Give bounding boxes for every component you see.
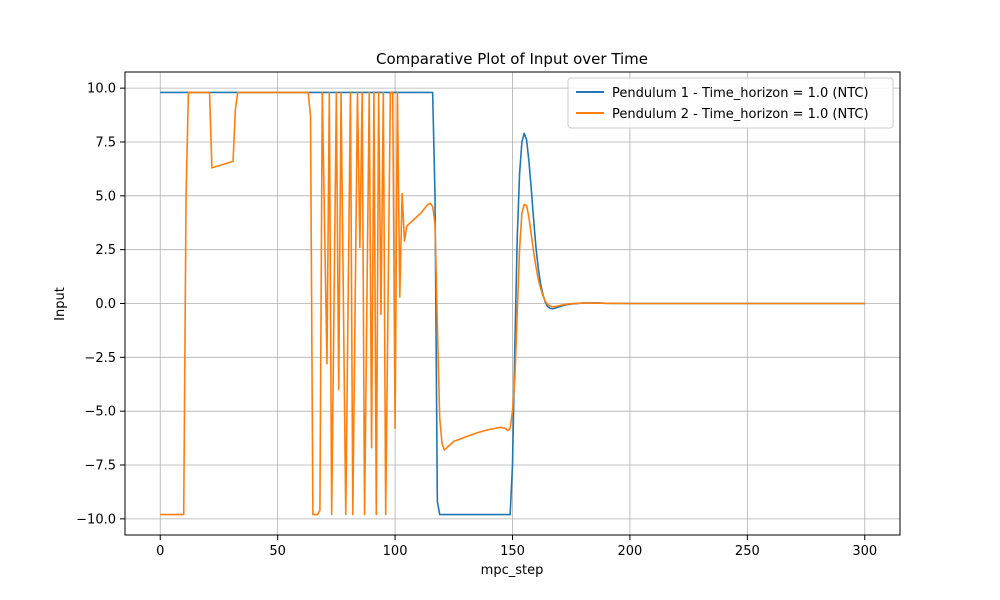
y-tick-label: 5.0	[95, 189, 116, 204]
legend-label-pendulum-2: Pendulum 2 - Time_horizon = 1.0 (NTC)	[612, 107, 869, 122]
x-axis-ticks: 0 50 100 150 200 250 300	[156, 535, 877, 559]
y-tick-label: 10.0	[87, 82, 116, 97]
series-lines	[160, 91, 865, 516]
x-tick-label: 250	[735, 544, 760, 559]
y-tick-label: −2.5	[84, 351, 116, 366]
y-tick-label: 2.5	[95, 243, 116, 258]
legend-label-pendulum-1: Pendulum 1 - Time_horizon = 1.0 (NTC)	[612, 86, 869, 101]
chart-title: Comparative Plot of Input over Time	[376, 50, 648, 68]
x-tick-label: 150	[500, 544, 525, 559]
x-tick-label: 50	[269, 544, 286, 559]
series-line-pendulum-2	[160, 91, 865, 516]
y-axis-ticks: −10.0 −7.5 −5.0 −2.5 0.0 2.5 5.0 7.5 10.0	[76, 82, 125, 527]
x-tick-label: 300	[852, 544, 877, 559]
x-tick-label: 200	[618, 544, 643, 559]
y-tick-label: 0.0	[95, 297, 116, 312]
y-tick-label: −5.0	[84, 405, 116, 420]
x-tick-label: 0	[156, 544, 164, 559]
legend-box	[567, 77, 894, 129]
y-axis-label: Input	[53, 287, 68, 321]
x-axis-label: mpc_step	[481, 563, 544, 578]
y-tick-label: −7.5	[84, 459, 116, 474]
legend: Pendulum 1 - Time_horizon = 1.0 (NTC) Pe…	[567, 77, 894, 129]
y-tick-label: 7.5	[95, 135, 116, 150]
x-tick-label: 100	[383, 544, 408, 559]
y-tick-label: −10.0	[76, 512, 116, 527]
